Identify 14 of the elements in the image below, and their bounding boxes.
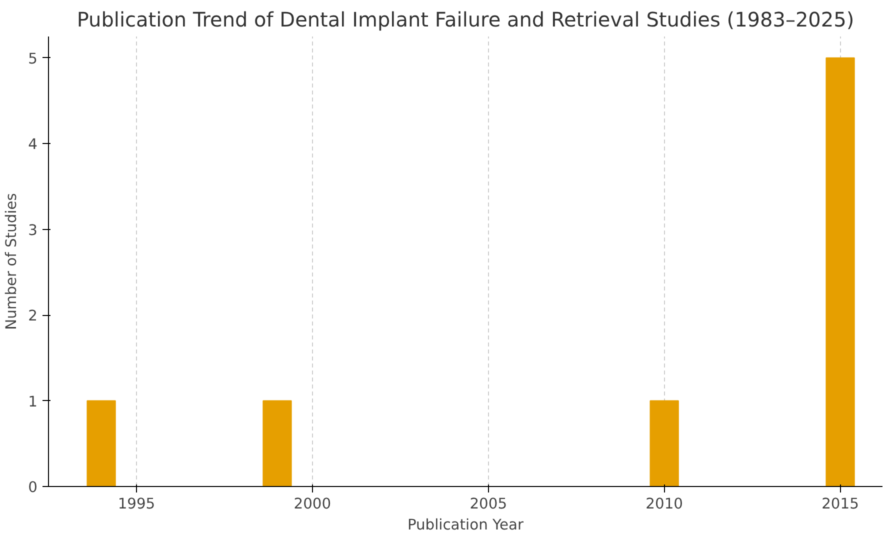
y-tick-label: 0 (28, 479, 38, 496)
y-axis-title: Number of Studies (3, 193, 20, 330)
chart-title: Publication Trend of Dental Implant Failure and Retrieval Studies (1983–2025) (76, 8, 854, 32)
x-tick-label: 1995 (118, 496, 156, 512)
y-tick-label: 2 (28, 308, 38, 325)
x-tick-label: 2015 (822, 496, 859, 512)
x-tick-label: 2005 (470, 496, 508, 512)
y-tick-label: 4 (28, 136, 38, 154)
x-tick-label: 2000 (294, 496, 332, 512)
y-tick-label: 5 (28, 50, 38, 68)
x-tick-label: 2010 (646, 496, 683, 512)
y-tick-label: 1 (28, 393, 38, 410)
x-axis-title: Publication Year (407, 516, 525, 534)
y-tick-label: 3 (28, 222, 38, 239)
